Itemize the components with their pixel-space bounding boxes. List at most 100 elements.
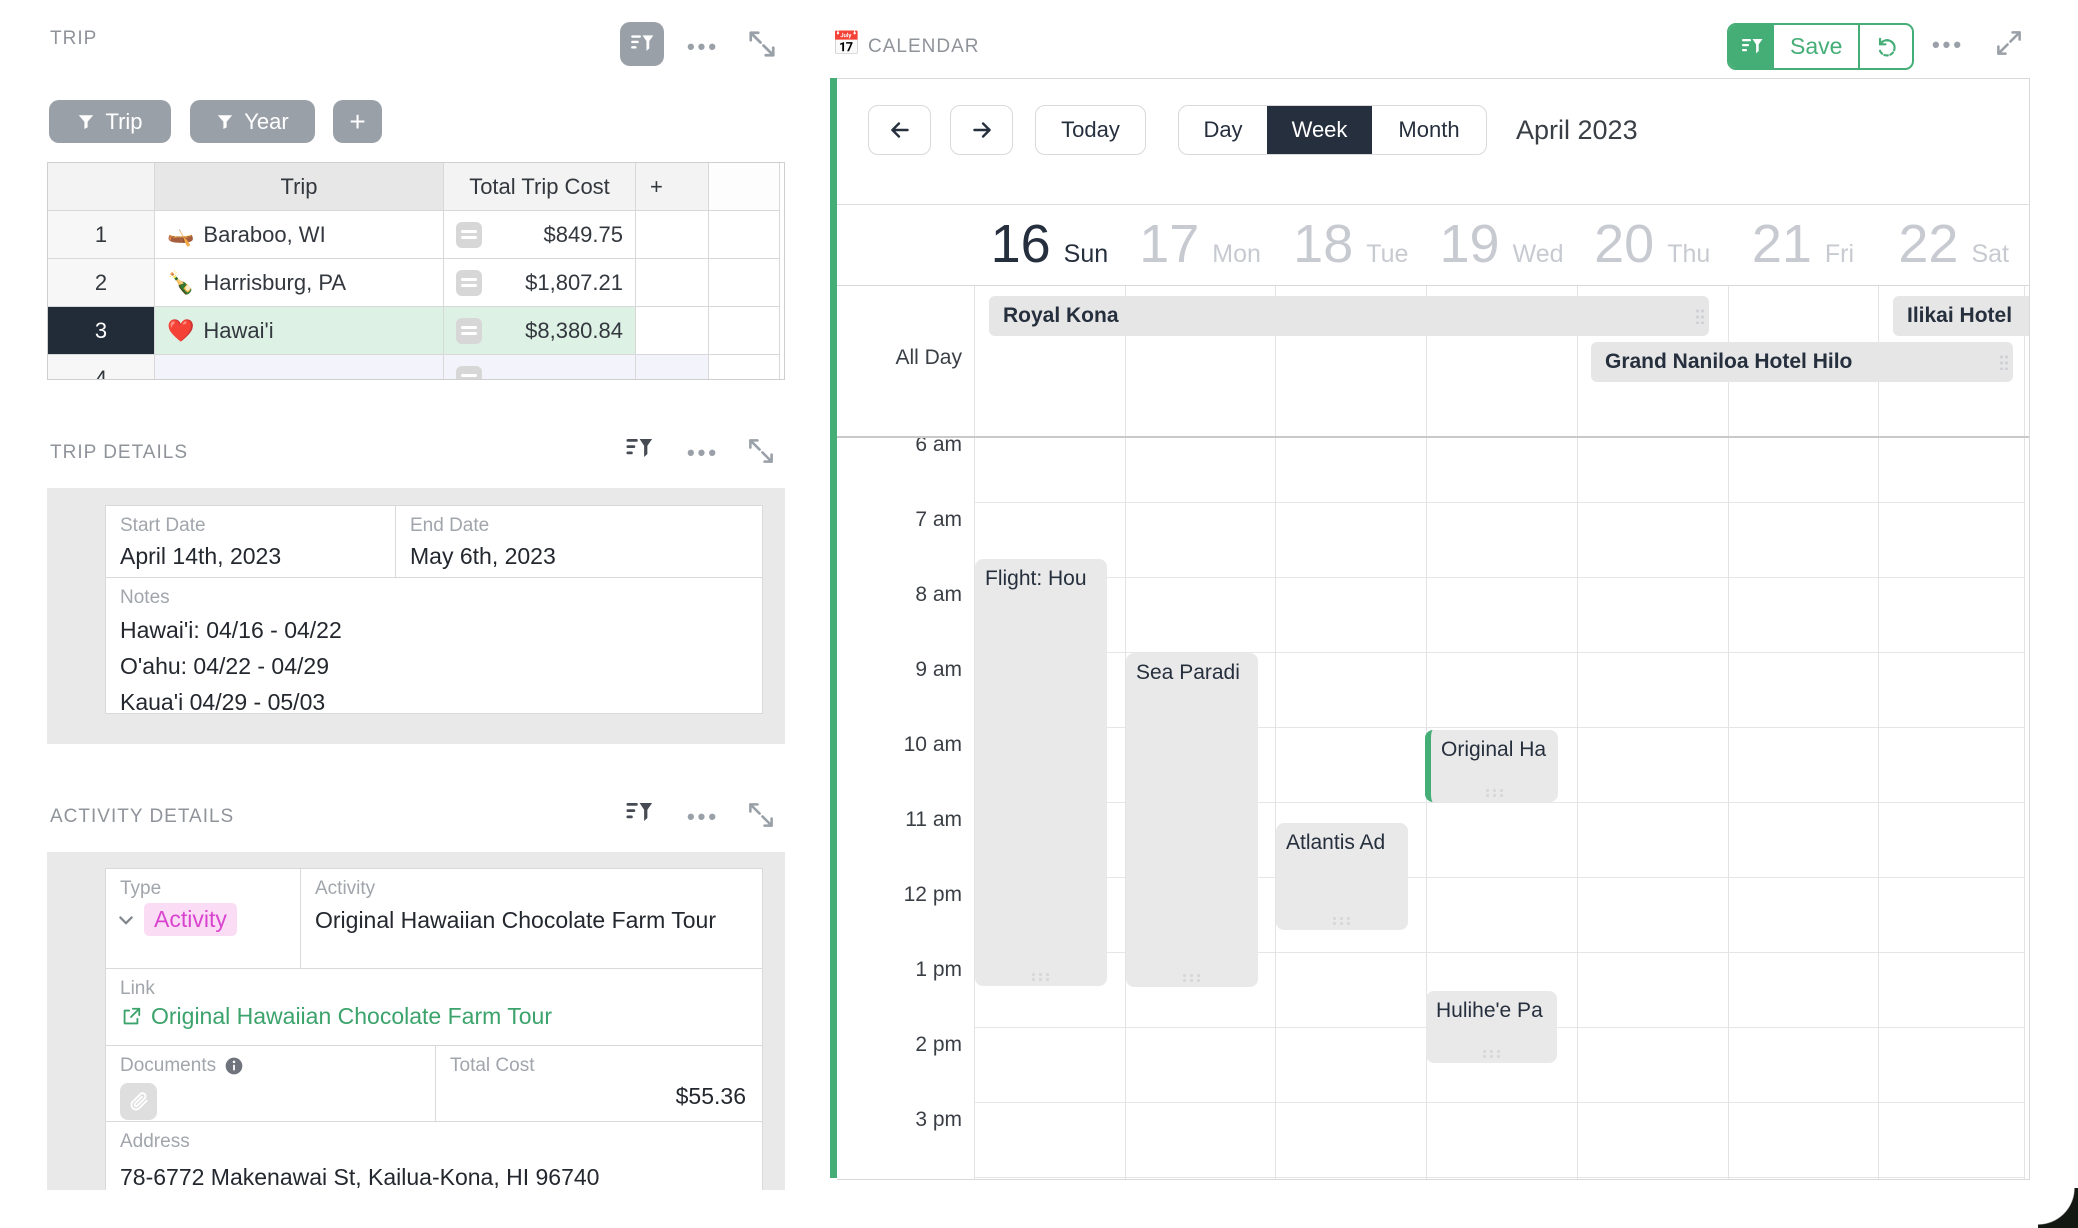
row-number[interactable]: 2 [48, 259, 155, 307]
arrow-right-icon [972, 122, 991, 138]
arrow-left-icon [890, 122, 909, 138]
table-row-trip-name[interactable]: 🛶 Baraboo, WI [155, 211, 444, 259]
table-row-plus-cell[interactable] [636, 355, 709, 379]
filter-lines-icon [631, 35, 654, 51]
end-date-field[interactable]: End Date May 6th, 2023 [395, 505, 763, 578]
all-day-event-royal-kona[interactable]: Royal Kona [989, 296, 1709, 336]
trip-details-expand-icon[interactable] [744, 434, 778, 473]
trip-panel-title: TRIP [50, 28, 98, 49]
table-row-plus-cell[interactable] [636, 211, 709, 259]
day-header-fri[interactable]: 21 Fri [1751, 214, 1855, 274]
activity-details-filter-icon[interactable] [624, 798, 654, 833]
save-filter-icon[interactable] [1729, 25, 1774, 68]
view-week-button[interactable]: Week [1267, 106, 1372, 154]
paperclip-icon [130, 1091, 148, 1110]
activity-details-more-button[interactable]: ••• [686, 804, 720, 829]
refresh-button[interactable] [1858, 25, 1912, 68]
notes-field[interactable]: Notes Hawai'i: 04/16 - 04/22 O'ahu: 04/2… [105, 577, 763, 714]
extra-column-header [709, 163, 780, 211]
add-filter-button[interactable]: + [333, 100, 382, 143]
filter-pill-trip-label: Trip [105, 108, 143, 134]
start-date-field[interactable]: Start Date April 14th, 2023 [105, 505, 396, 578]
table-row-plus-cell[interactable] [636, 307, 709, 355]
drag-handle[interactable] [1695, 308, 1704, 324]
trip-expand-icon[interactable] [744, 26, 780, 67]
filter-pill-year[interactable]: Year [190, 100, 315, 143]
calendar-emoji-icon: 📅 [832, 30, 861, 56]
type-pill[interactable]: Activity [144, 903, 237, 936]
address-field[interactable]: Address 78-6772 Makenawai St, Kailua-Kon… [105, 1121, 763, 1190]
day-header-sat[interactable]: 22 Sat [1898, 214, 2009, 274]
trip-filter-button[interactable] [620, 22, 664, 66]
table-row-cost-selected[interactable]: $8,380.84 [444, 307, 636, 355]
table-row-trip-name-selected[interactable]: ❤️ Hawai'i [155, 307, 444, 355]
attach-document-button[interactable] [120, 1083, 157, 1120]
drag-handle[interactable] [1480, 1049, 1503, 1058]
time-label: 2 pm [915, 1033, 962, 1056]
filter-pill-trip[interactable]: Trip [49, 100, 171, 143]
drag-handle[interactable] [1331, 916, 1353, 925]
trip-more-button[interactable]: ••• [686, 34, 720, 59]
notes-icon [456, 221, 482, 248]
table-row-trip-name[interactable]: 🍾 Harrisburg, PA [155, 259, 444, 307]
next-week-button[interactable] [950, 105, 1013, 155]
save-button[interactable]: Save [1790, 33, 1843, 59]
calendar-accent-bar [830, 78, 837, 1178]
chevron-down-icon[interactable] [116, 910, 136, 930]
drag-handle[interactable] [1030, 972, 1052, 981]
trip-details-more-button[interactable]: ••• [686, 440, 720, 465]
all-day-event-grand-naniloa[interactable]: Grand Naniloa Hotel Hilo [1591, 342, 2013, 382]
drag-handle[interactable] [1181, 973, 1203, 982]
activity-field[interactable]: Activity Original Hawaiian Chocolate Far… [300, 868, 763, 969]
total-cost-field[interactable]: Total Cost $55.36 [435, 1045, 763, 1122]
table-row-plus-cell[interactable] [636, 259, 709, 307]
today-button[interactable]: Today [1035, 105, 1146, 155]
view-switcher: Day Week Month [1178, 105, 1487, 155]
notes-icon [456, 365, 482, 379]
event-atlantis[interactable]: Atlantis Ad [1276, 823, 1408, 930]
type-field[interactable]: Type Activity [105, 868, 301, 969]
time-label: 6 am [915, 438, 962, 456]
drag-handle[interactable] [1483, 788, 1506, 797]
calendar-expand-icon[interactable] [1992, 26, 2026, 65]
all-day-event-ilikai-hotel[interactable]: Ilikai Hotel [1893, 296, 2029, 336]
table-row-cost[interactable] [444, 355, 636, 379]
event-hulihee[interactable]: Hulihe'e Pa [1426, 991, 1557, 1063]
table-row-trip-name[interactable] [155, 355, 444, 379]
trip-details-filter-icon[interactable] [624, 434, 654, 469]
view-day-button[interactable]: Day [1203, 117, 1243, 142]
table-row-extra-cell [709, 355, 780, 379]
event-flight[interactable]: Flight: Hou [975, 559, 1107, 986]
row-number-selected[interactable]: 3 [48, 307, 155, 355]
activity-details-expand-icon[interactable] [744, 798, 778, 837]
add-column-header[interactable]: + [636, 163, 709, 211]
activity-details-card: Type Activity Activity Original Hawaiian… [47, 852, 785, 1190]
divider [837, 204, 2029, 205]
drag-handle[interactable] [1999, 354, 2008, 370]
day-header-tue[interactable]: 18 Tue [1293, 214, 1409, 274]
day-header-thu[interactable]: 20 Thu [1594, 214, 1711, 274]
day-header-sun[interactable]: 16 Sun [990, 214, 1109, 274]
calendar-more-button[interactable]: ••• [1931, 32, 1965, 57]
event-sea-paradise[interactable]: Sea Paradi [1126, 653, 1258, 987]
trip-details-title: TRIP DETAILS [50, 442, 188, 463]
documents-field[interactable]: Documents [105, 1045, 436, 1122]
time-label: 9 am [915, 658, 962, 681]
prev-week-button[interactable] [868, 105, 931, 155]
event-original-hawaiian-selected[interactable]: Original Ha [1425, 730, 1558, 802]
save-button-group[interactable]: Save [1727, 23, 1915, 70]
cost-column-header[interactable]: Total Trip Cost [444, 163, 636, 211]
table-row-cost[interactable]: $849.75 [444, 211, 636, 259]
table-row-cost[interactable]: $1,807.21 [444, 259, 636, 307]
table-row-extra-cell [709, 307, 780, 355]
day-header-mon[interactable]: 17 Mon [1139, 214, 1261, 274]
row-number[interactable]: 4 [48, 355, 155, 379]
link-field[interactable]: Link Original Hawaiian Chocolate Farm To… [105, 968, 763, 1046]
day-header-wed[interactable]: 19 Wed [1439, 214, 1564, 274]
row-number[interactable]: 1 [48, 211, 155, 259]
view-month-button[interactable]: Month [1398, 117, 1460, 142]
info-icon[interactable] [224, 1056, 244, 1076]
trip-column-header[interactable]: Trip [155, 163, 444, 211]
activity-link[interactable]: Original Hawaiian Chocolate Farm Tour [151, 1003, 552, 1029]
month-label: April 2023 [1516, 115, 1638, 145]
